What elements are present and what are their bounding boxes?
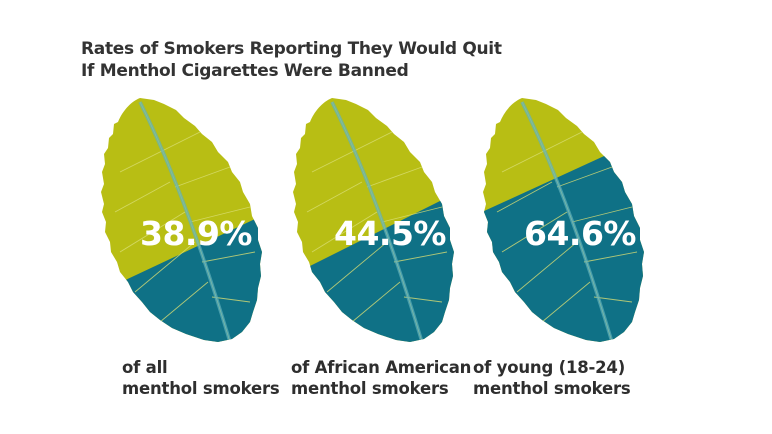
caption-young: of young (18-24) menthol smokers bbox=[473, 357, 631, 399]
caption-line-1: of African American bbox=[291, 358, 472, 377]
leaf-african-american-menthol-smokers: 44.5% bbox=[292, 92, 462, 347]
caption-line-2: menthol smokers bbox=[122, 379, 280, 398]
leaf-icon bbox=[101, 98, 262, 342]
percentage-value: 44.5% bbox=[334, 214, 447, 253]
caption-line-2: menthol smokers bbox=[291, 379, 449, 398]
chart-title: Rates of Smokers Reporting They Would Qu… bbox=[81, 38, 502, 82]
percentage-value: 64.6% bbox=[524, 214, 637, 253]
caption-line-1: of young (18-24) bbox=[473, 358, 626, 377]
title-line-2: If Menthol Cigarettes Were Banned bbox=[81, 61, 409, 81]
caption-african-american: of African American menthol smokers bbox=[291, 357, 471, 399]
leaf-icon bbox=[483, 98, 644, 342]
percentage-value: 38.9% bbox=[140, 214, 253, 253]
title-line-1: Rates of Smokers Reporting They Would Qu… bbox=[81, 39, 502, 59]
caption-line-1: of all bbox=[122, 358, 168, 377]
caption-line-2: menthol smokers bbox=[473, 379, 631, 398]
leaf-young-menthol-smokers: 64.6% bbox=[482, 92, 652, 347]
caption-all: of all menthol smokers bbox=[122, 357, 280, 399]
leaf-icon bbox=[293, 98, 454, 342]
leaf-all-menthol-smokers: 38.9% bbox=[100, 92, 270, 347]
